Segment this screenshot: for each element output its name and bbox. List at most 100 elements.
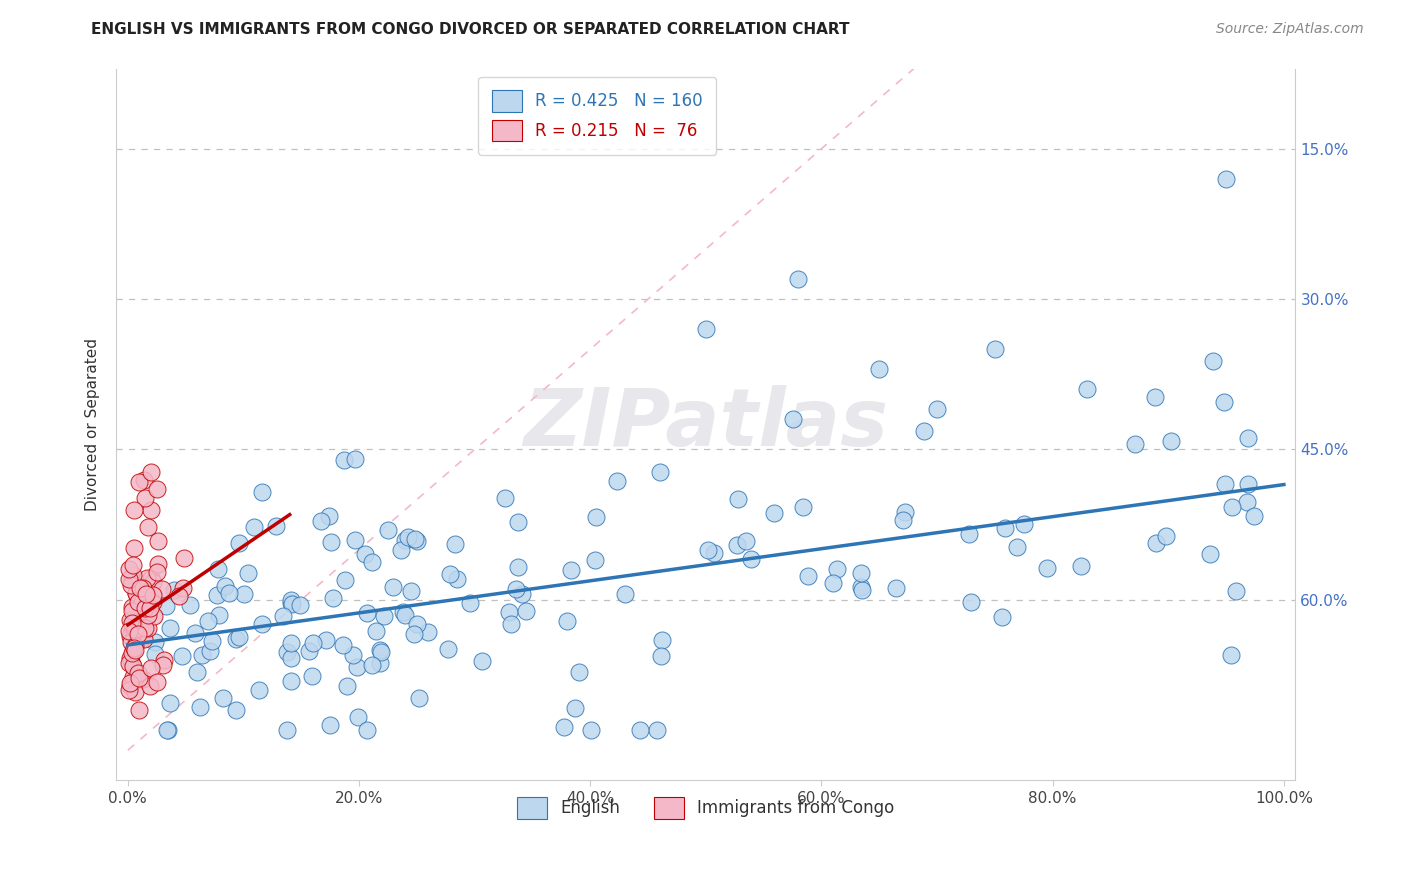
Point (373, 609, 395, 624)
Point (332, 638, 354, 652)
Point (121, 558, 143, 572)
Point (281, 597, 304, 611)
Point (134, 473, 156, 487)
Point (298, 644, 321, 658)
Point (1236, 431, 1258, 445)
Point (344, 451, 367, 466)
Point (125, 586, 148, 600)
Point (120, 629, 142, 643)
Point (124, 670, 146, 684)
Point (121, 600, 143, 615)
Point (280, 596, 302, 610)
Point (132, 581, 155, 595)
Point (118, 562, 141, 576)
Point (142, 609, 165, 624)
Point (127, 594, 149, 608)
Point (122, 624, 145, 639)
Point (121, 646, 143, 660)
Point (796, 568, 818, 582)
Point (650, 649, 672, 664)
Point (198, 644, 221, 658)
Point (444, 537, 467, 551)
Point (510, 587, 533, 601)
Point (120, 676, 142, 690)
Point (364, 624, 387, 638)
Point (381, 580, 404, 594)
Point (377, 524, 399, 538)
Point (134, 491, 156, 505)
Point (118, 614, 141, 628)
Point (139, 601, 162, 615)
Point (134, 593, 156, 607)
Point (122, 644, 145, 658)
Point (271, 609, 294, 624)
Point (167, 589, 190, 603)
Point (851, 583, 873, 598)
Point (135, 587, 157, 601)
Point (471, 654, 494, 668)
Point (131, 672, 153, 686)
Point (553, 720, 575, 734)
Point (613, 587, 636, 601)
Point (984, 343, 1007, 357)
Point (145, 675, 167, 690)
Point (408, 691, 430, 706)
Point (727, 492, 749, 507)
Point (121, 603, 143, 617)
Point (825, 562, 848, 576)
Point (994, 521, 1017, 535)
Point (557, 614, 579, 628)
Point (139, 571, 162, 585)
Point (515, 604, 537, 618)
Point (131, 632, 153, 647)
Point (250, 485, 273, 500)
Point (228, 535, 250, 549)
Point (129, 620, 152, 634)
Point (1160, 434, 1182, 448)
Point (131, 673, 153, 687)
Point (121, 657, 143, 671)
Point (991, 610, 1014, 624)
Point (201, 634, 224, 648)
Point (127, 615, 149, 630)
Point (912, 425, 935, 439)
Point (146, 534, 169, 549)
Point (136, 621, 159, 635)
Point (564, 700, 586, 714)
Point (446, 572, 468, 586)
Point (868, 362, 890, 376)
Point (560, 563, 582, 577)
Point (280, 635, 302, 649)
Point (1005, 540, 1028, 554)
Point (207, 562, 229, 576)
Point (645, 723, 668, 738)
Point (322, 591, 344, 606)
Point (159, 621, 181, 635)
Point (135, 586, 157, 600)
Point (236, 566, 259, 580)
Point (191, 648, 214, 662)
Point (122, 502, 145, 516)
Point (225, 632, 247, 646)
Point (439, 567, 461, 582)
Point (120, 635, 142, 649)
Point (1243, 508, 1265, 523)
Text: Source: ZipAtlas.com: Source: ZipAtlas.com (1216, 22, 1364, 37)
Point (1123, 437, 1146, 451)
Point (301, 669, 323, 683)
Point (579, 723, 602, 738)
Point (1154, 528, 1177, 542)
Point (1213, 395, 1236, 409)
Point (361, 555, 384, 569)
Point (1070, 558, 1092, 573)
Point (792, 500, 814, 514)
Text: ENGLISH VS IMMIGRANTS FROM CONGO DIVORCED OR SEPARATED CORRELATION CHART: ENGLISH VS IMMIGRANTS FROM CONGO DIVORCE… (91, 22, 849, 37)
Point (143, 647, 166, 661)
Point (186, 665, 208, 679)
Point (1220, 500, 1243, 515)
Point (243, 520, 266, 534)
Point (136, 571, 159, 585)
Point (170, 648, 193, 663)
Point (368, 656, 391, 670)
Point (583, 553, 606, 567)
